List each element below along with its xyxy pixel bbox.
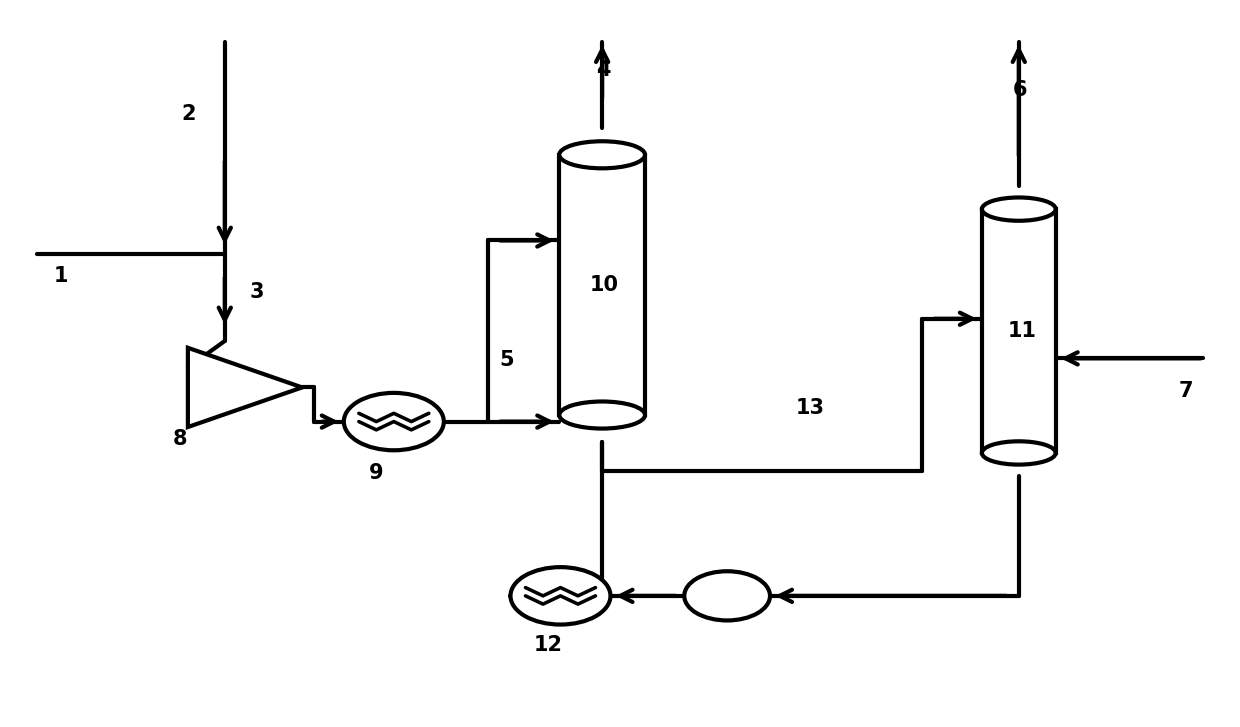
Bar [982,209,1055,453]
Text: 6: 6 [1013,80,1027,100]
Bar [559,155,645,415]
Text: 12: 12 [534,635,563,655]
Text: 13: 13 [796,398,825,418]
Text: 11: 11 [1008,321,1037,341]
Text: 4: 4 [596,60,610,80]
Text: 3: 3 [249,282,264,302]
Text: 7: 7 [1178,381,1193,401]
Text: 9: 9 [368,463,383,483]
Text: 10: 10 [590,275,619,295]
Circle shape [343,393,444,450]
Text: 5: 5 [500,350,515,370]
Ellipse shape [559,141,645,169]
Text: 8: 8 [172,429,187,449]
Text: 1: 1 [53,266,68,286]
Ellipse shape [559,401,645,428]
Text: 2: 2 [182,104,196,124]
Polygon shape [188,348,303,427]
Circle shape [511,567,610,624]
Circle shape [684,571,770,620]
Ellipse shape [982,198,1055,221]
Ellipse shape [982,441,1055,465]
